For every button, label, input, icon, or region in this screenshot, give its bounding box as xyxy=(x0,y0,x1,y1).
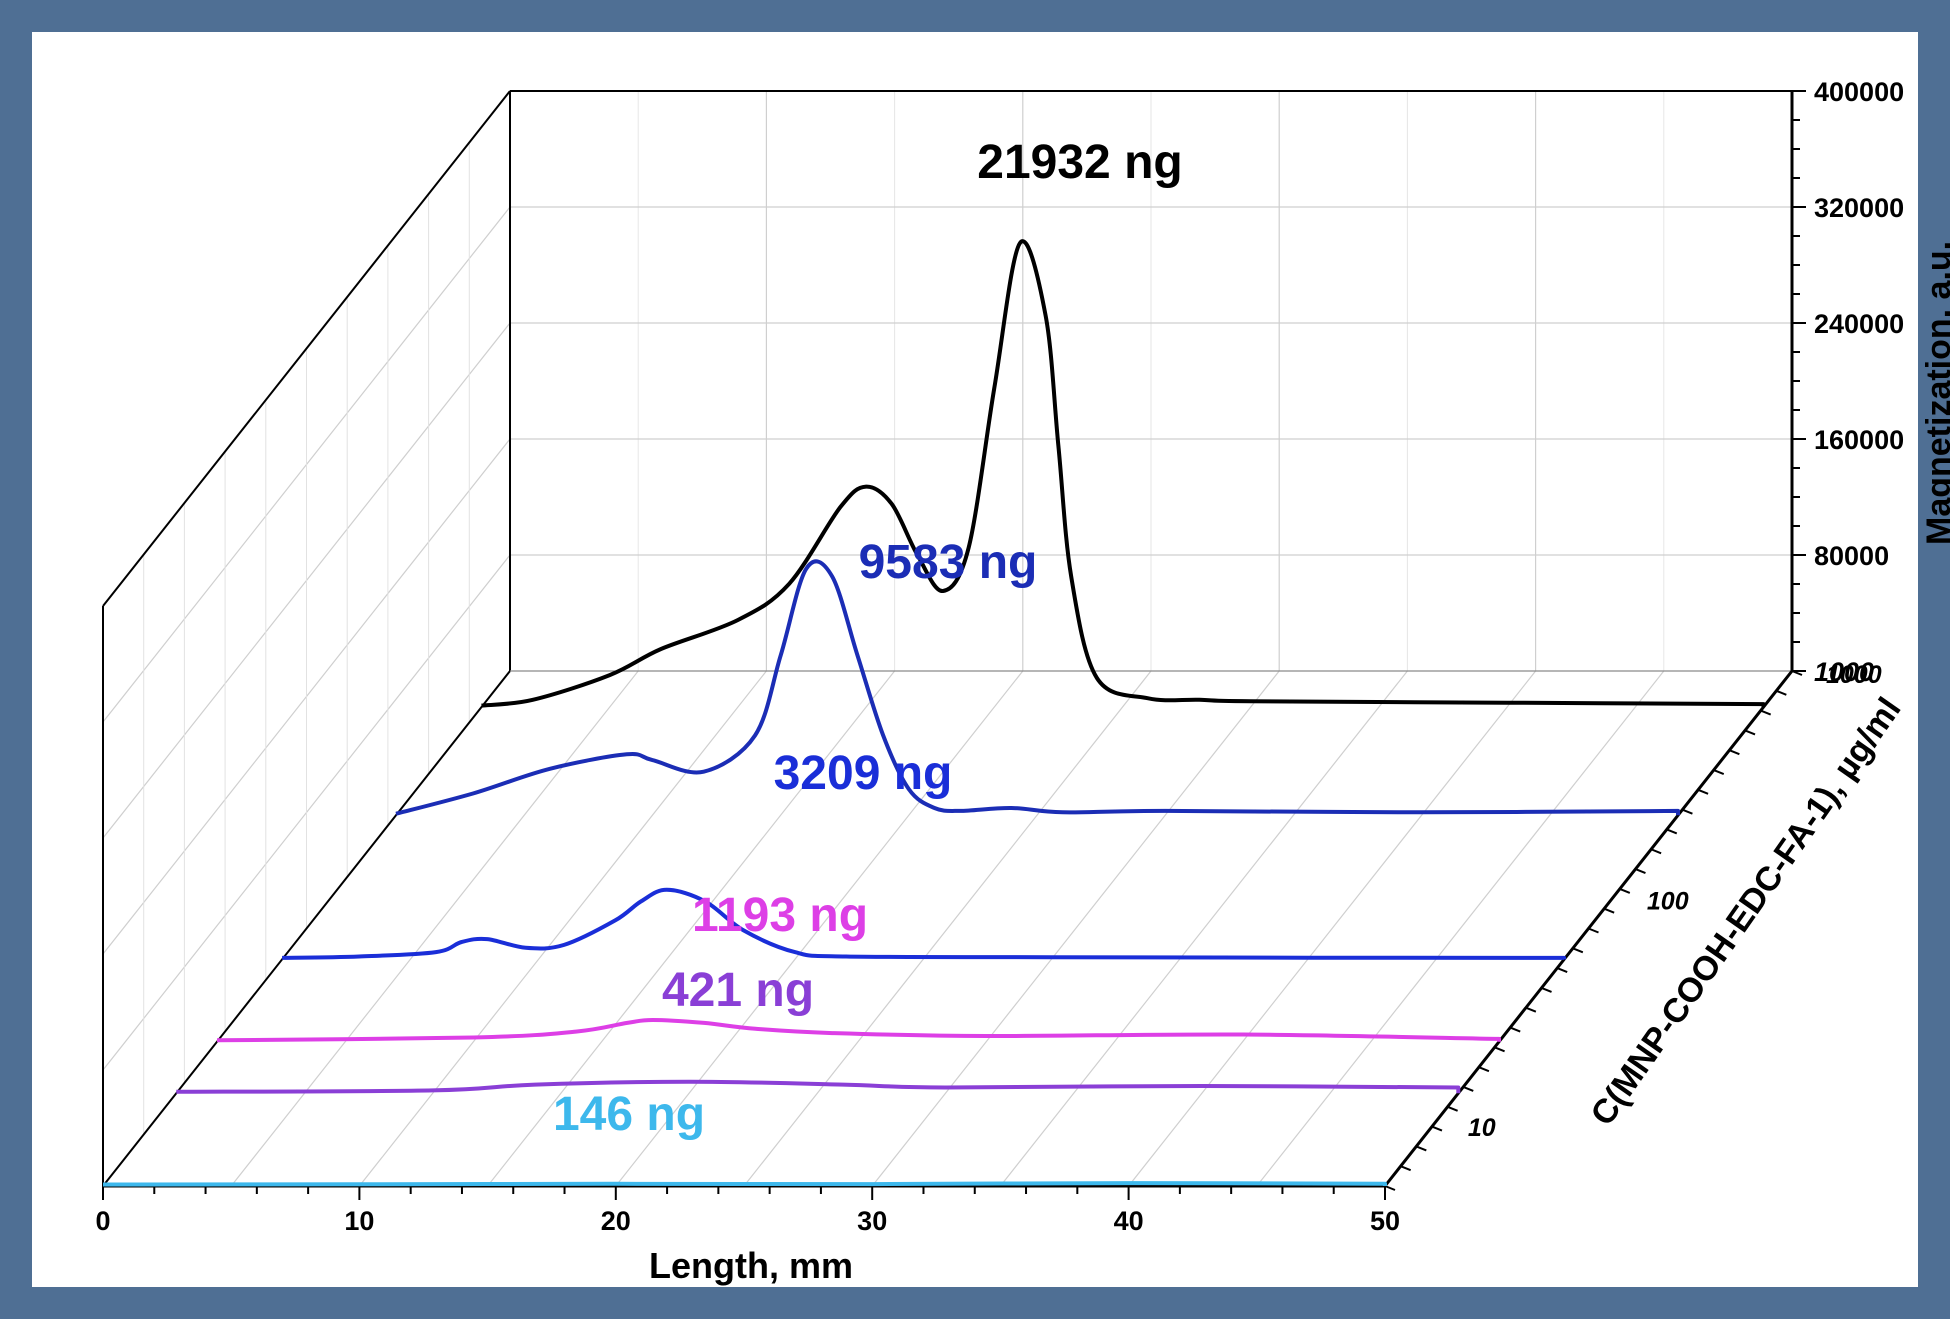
depth-tick-label: 10 xyxy=(1468,1114,1496,1142)
depth-tick-mark xyxy=(1462,1086,1474,1092)
depth-tick-mark xyxy=(1384,1185,1396,1191)
floor-grid-line xyxy=(230,670,639,1187)
x-tick-label: 20 xyxy=(601,1206,631,1236)
series-label: 21932 ng xyxy=(977,136,1182,189)
x-tick-label: 40 xyxy=(1114,1206,1144,1236)
floor-grid-line xyxy=(358,670,767,1187)
depth-tick-label: 1000 xyxy=(1826,661,1882,689)
series-label: 421 ng xyxy=(662,964,814,1017)
series-label: 9583 ng xyxy=(859,536,1038,589)
series-line xyxy=(282,887,1567,960)
series-line xyxy=(216,1018,1501,1043)
depth-tick-mark xyxy=(1447,1105,1458,1112)
x-tick-label: 0 xyxy=(95,1206,110,1236)
z-tick-label: 1000 xyxy=(1814,657,1874,687)
floor-grid-line xyxy=(999,670,1408,1187)
depth-tick-label: 100 xyxy=(1647,888,1689,916)
grid-layer xyxy=(102,90,1793,1187)
depth-tick-mark xyxy=(1760,709,1772,716)
z-tick-label: 80000 xyxy=(1814,541,1889,571)
depth-tick-mark xyxy=(1603,907,1615,914)
depth-tick-mark xyxy=(1635,868,1646,875)
x-tick-label: 50 xyxy=(1370,1206,1400,1236)
box-edge xyxy=(102,670,511,1187)
depth-tick-mark xyxy=(1572,947,1584,954)
series-label: 146 ng xyxy=(553,1088,705,1141)
series-line xyxy=(102,1181,1387,1187)
series-line xyxy=(176,1079,1461,1094)
x-tick-label: 10 xyxy=(344,1206,374,1236)
depth-tick-mark xyxy=(1415,1145,1427,1152)
x-axis-label: Length, mm xyxy=(649,1245,853,1286)
depth-tick-mark xyxy=(1682,808,1693,815)
depth-tick-mark xyxy=(1541,986,1552,993)
series-line xyxy=(481,239,1766,708)
floor-grid-line xyxy=(487,670,896,1187)
axes-layer xyxy=(102,90,1806,1200)
depth-tick-mark xyxy=(1791,670,1803,676)
depth-tick-mark xyxy=(1478,1066,1490,1073)
depth-tick-mark xyxy=(1744,729,1756,736)
depth-tick-mark xyxy=(1619,887,1631,894)
depth-tick-mark xyxy=(1588,927,1599,934)
depth-tick-mark xyxy=(1697,788,1709,795)
floor-grid-line xyxy=(615,670,1024,1187)
z-tick-label: 240000 xyxy=(1814,309,1904,339)
series-label: 1193 ng xyxy=(692,889,868,942)
x-tick-label: 30 xyxy=(857,1206,887,1236)
z-tick-label: 400000 xyxy=(1814,77,1904,107)
depth-tick-mark xyxy=(1650,848,1662,855)
floor-grid-line xyxy=(1256,670,1665,1187)
series-label: 3209 ng xyxy=(774,747,953,800)
depth-tick-mark xyxy=(1525,1006,1537,1013)
depth-tick-mark xyxy=(1729,749,1740,756)
depth-tick-mark xyxy=(1713,769,1725,775)
depth-tick-mark xyxy=(1556,967,1568,974)
depth-tick-mark xyxy=(1400,1165,1412,1172)
y-axis-label: C(MNP-COOH-EDC-FA-1), µg/ml xyxy=(1583,691,1908,1133)
series-line xyxy=(395,559,1680,816)
depth-tick-mark xyxy=(1494,1046,1505,1053)
series-layer xyxy=(102,239,1766,1187)
z-tick-label: 320000 xyxy=(1814,193,1904,223)
z-tick-label: 160000 xyxy=(1814,425,1904,455)
depth-tick-mark xyxy=(1509,1026,1521,1033)
depth-tick-mark xyxy=(1431,1125,1443,1132)
floor-grid-line xyxy=(1128,670,1537,1187)
depth-tick-mark xyxy=(1775,689,1787,696)
box-edge xyxy=(102,90,511,607)
floor-grid-line xyxy=(871,670,1280,1187)
z-axis-label: Magnetization, a.u. xyxy=(1920,241,1950,545)
depth-tick-mark xyxy=(1666,828,1678,835)
floor-grid-line xyxy=(743,670,1152,1187)
